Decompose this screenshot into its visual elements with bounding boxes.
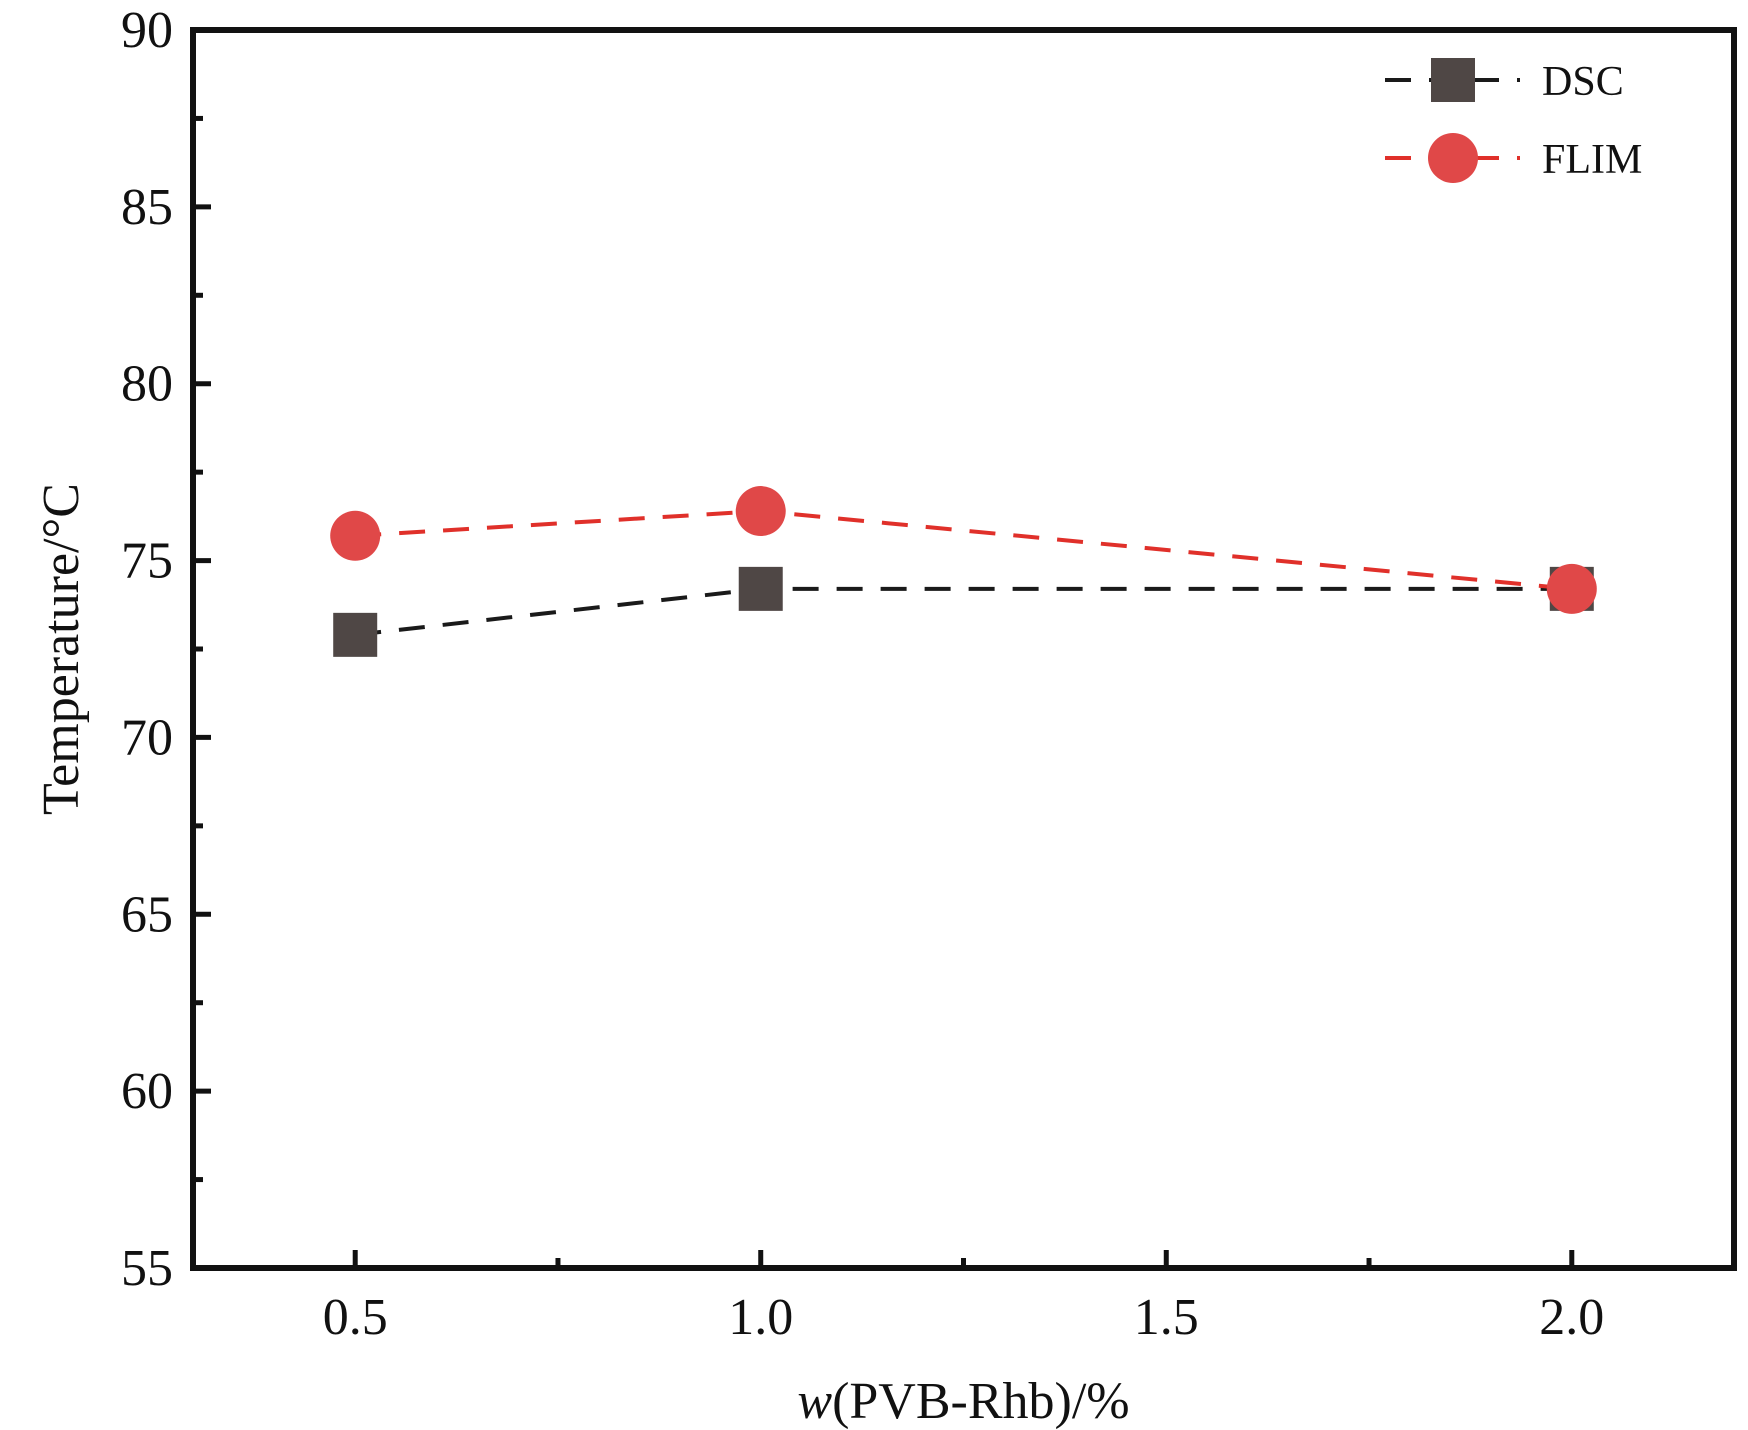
legend-item-flim: FLIM — [1385, 133, 1642, 183]
data-point-dsc — [738, 566, 783, 611]
legend: DSC FLIM — [1385, 58, 1642, 183]
x-tick-label: 1.5 — [1134, 1289, 1199, 1346]
data-point-flim — [1546, 563, 1597, 614]
data-point-flim — [330, 510, 381, 561]
legend-flim-label: FLIM — [1542, 137, 1642, 183]
y-tick-label: 85 — [121, 179, 173, 236]
y-tick-label: 70 — [121, 709, 173, 766]
series-lines — [354, 509, 1572, 637]
data-point-dsc — [333, 612, 378, 657]
data-point-flim — [735, 486, 786, 537]
x-axis-label-rest: (PVB-Rhb)/% — [832, 1373, 1130, 1430]
y-tick-label: 75 — [121, 533, 173, 590]
x-tick-label: 2.0 — [1539, 1289, 1604, 1346]
x-axis-label-italic: w — [797, 1373, 832, 1430]
axis-ticks — [193, 27, 1575, 1271]
series-markers — [330, 486, 1597, 657]
y-tick-label: 90 — [121, 2, 173, 59]
y-tick-label: 60 — [121, 1063, 173, 1120]
legend-dsc-label: DSC — [1542, 59, 1624, 105]
x-tick-label: 0.5 — [323, 1289, 388, 1346]
tick-labels: 0.5 1.0 1.5 2.0 55 60 65 70 75 80 85 90 — [121, 2, 1604, 1346]
series-line-flim — [355, 509, 1572, 591]
y-tick-label: 80 — [121, 356, 173, 413]
x-tick-label: 1.0 — [728, 1289, 793, 1346]
legend-item-dsc: DSC — [1385, 58, 1624, 105]
x-axis-label: w(PVB-Rhb)/% — [797, 1373, 1129, 1430]
y-tick-label: 55 — [121, 1240, 173, 1297]
y-axis-label: Temperature/°C — [33, 483, 90, 815]
legend-flim-marker — [1428, 133, 1478, 183]
y-tick-label: 65 — [121, 886, 173, 943]
series-line-dsc — [354, 586, 1572, 637]
plot-frame — [190, 27, 1737, 1271]
legend-dsc-marker — [1431, 58, 1475, 102]
